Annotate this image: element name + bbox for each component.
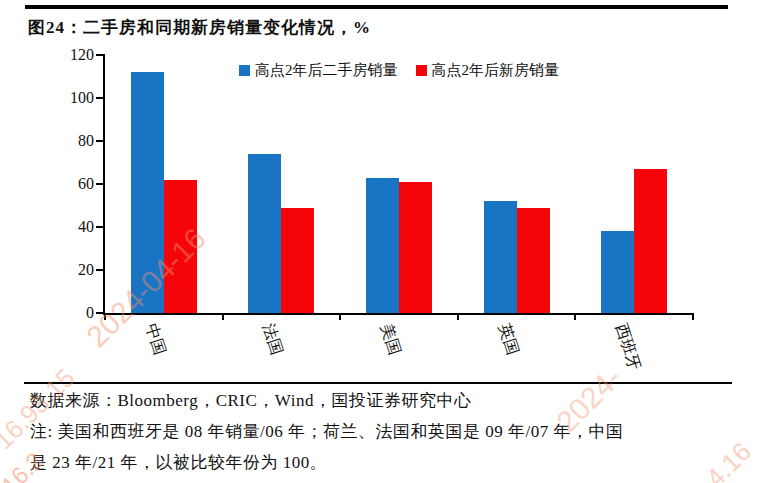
x-category-label: 中国 — [140, 321, 170, 358]
x-tick-mark — [692, 313, 694, 320]
bar-new-西班牙 — [634, 169, 667, 313]
bar-chart: 高点2年后二手房销量 高点2年后新房销量 0 20 40 60 80 100 120 中国 法国 美… — [0, 0, 760, 380]
bar-new-法国 — [281, 208, 314, 313]
legend-swatch-icon — [416, 65, 427, 76]
bar-resale-法国 — [248, 154, 281, 313]
y-tick-label: 0 — [52, 304, 94, 322]
y-tick-mark — [96, 140, 104, 142]
y-tick-mark — [96, 312, 104, 314]
x-tick-mark — [574, 313, 576, 320]
y-tick-label: 40 — [52, 218, 94, 236]
legend-item: 高点2年后新房销量 — [416, 61, 560, 80]
note-line-1: 注: 美国和西班牙是 08 年销量/06 年；荷兰、法国和英国是 09 年/07… — [30, 420, 623, 443]
x-tick-mark — [222, 313, 224, 320]
x-tick-mark — [339, 313, 341, 320]
x-tick-mark — [104, 313, 106, 320]
y-tick-label: 60 — [52, 175, 94, 193]
legend-label: 高点2年后二手房销量 — [255, 61, 398, 80]
bar-resale-美国 — [366, 178, 399, 313]
y-tick-label: 20 — [52, 261, 94, 279]
y-tick-mark — [96, 54, 104, 56]
y-tick-mark — [96, 269, 104, 271]
x-axis-line — [103, 313, 694, 315]
y-tick-mark — [96, 226, 104, 228]
y-tick-label: 80 — [52, 132, 94, 150]
bar-resale-中国 — [131, 72, 164, 313]
bar-new-英国 — [517, 208, 550, 313]
note-line-2: 是 23 年/21 年，以被比较年份为 100。 — [30, 451, 327, 474]
bar-resale-西班牙 — [601, 231, 634, 313]
y-tick-label: 100 — [52, 89, 94, 107]
bar-resale-英国 — [484, 201, 517, 313]
x-tick-mark — [457, 313, 459, 320]
x-category-label: 美国 — [375, 321, 405, 358]
x-category-label: 西班牙 — [610, 321, 645, 373]
y-tick-mark — [96, 183, 104, 185]
chart-legend: 高点2年后二手房销量 高点2年后新房销量 — [105, 61, 693, 80]
footer-separator-line — [24, 382, 732, 384]
bar-new-中国 — [164, 180, 197, 313]
x-category-label: 法国 — [257, 321, 287, 358]
legend-item: 高点2年后二手房销量 — [239, 61, 398, 80]
y-tick-label: 120 — [52, 46, 94, 64]
legend-label: 高点2年后新房销量 — [432, 61, 560, 80]
data-source-line: 数据来源：Bloomberg，CRIC，Wind，国投证券研究中心 — [30, 389, 471, 412]
x-category-label: 英国 — [493, 321, 523, 358]
date-watermark: 4.16 — [700, 436, 758, 483]
legend-swatch-icon — [239, 65, 250, 76]
bar-new-美国 — [399, 182, 432, 313]
y-tick-mark — [96, 97, 104, 99]
